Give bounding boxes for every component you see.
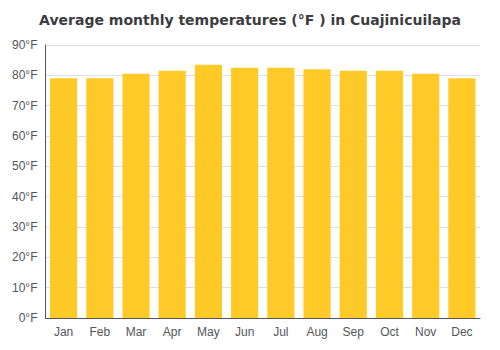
svg-text:50°F: 50°F	[12, 159, 37, 173]
svg-text:May: May	[197, 325, 220, 339]
svg-text:Nov: Nov	[415, 325, 436, 339]
svg-text:60°F: 60°F	[12, 129, 37, 143]
svg-text:80°F: 80°F	[12, 68, 37, 82]
svg-text:Dec: Dec	[451, 325, 472, 339]
svg-text:20°F: 20°F	[12, 250, 37, 264]
svg-text:Feb: Feb	[89, 325, 110, 339]
svg-text:Oct: Oct	[380, 325, 399, 339]
svg-text:Sep: Sep	[343, 325, 365, 339]
svg-text:Jul: Jul	[273, 325, 288, 339]
svg-text:Mar: Mar	[126, 325, 147, 339]
svg-text:40°F: 40°F	[12, 190, 37, 204]
svg-text:90°F: 90°F	[12, 38, 37, 52]
svg-text:Jan: Jan	[54, 325, 73, 339]
svg-text:30°F: 30°F	[12, 220, 37, 234]
svg-text:Average monthly temperatures (: Average monthly temperatures (°F ) in Cu…	[39, 12, 461, 28]
svg-text:0°F: 0°F	[19, 311, 38, 325]
svg-text:Aug: Aug	[306, 325, 327, 339]
svg-text:Apr: Apr	[163, 325, 182, 339]
svg-text:Jun: Jun	[235, 325, 254, 339]
svg-text:10°F: 10°F	[12, 281, 37, 295]
svg-text:70°F: 70°F	[12, 99, 37, 113]
